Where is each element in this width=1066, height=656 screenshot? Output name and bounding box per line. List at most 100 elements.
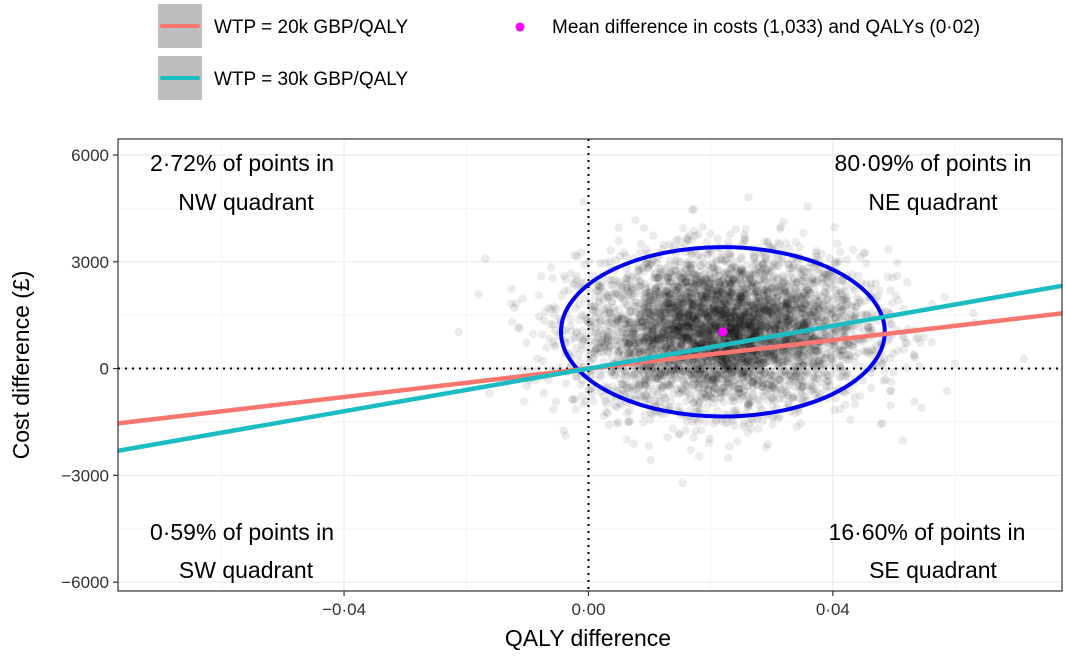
scatter-point — [649, 312, 659, 322]
scatter-point — [635, 318, 644, 327]
scatter-point — [886, 320, 895, 329]
scatter-point — [648, 296, 657, 305]
scatter-point — [596, 336, 605, 345]
scatter-point — [618, 380, 627, 389]
scatter-point — [743, 357, 752, 366]
scatter-point — [718, 356, 727, 365]
scatter-point — [859, 326, 869, 335]
scatter-point — [733, 319, 742, 329]
scatter-point — [593, 286, 603, 295]
scatter-point — [550, 340, 560, 349]
scatter-point — [736, 314, 745, 323]
scatter-point — [794, 368, 804, 377]
scatter-point — [795, 242, 804, 252]
scatter-point — [717, 369, 726, 378]
scatter-point — [653, 387, 662, 396]
scatter-point — [650, 308, 659, 317]
scatter-point — [833, 239, 842, 248]
scatter-point — [707, 295, 716, 304]
scatter-point — [789, 314, 799, 323]
scatter-point — [761, 352, 770, 361]
scatter-point — [689, 204, 699, 214]
scatter-point — [689, 314, 699, 323]
scatter-point — [629, 338, 639, 347]
scatter-point — [657, 375, 667, 384]
scatter-point — [699, 314, 709, 323]
scatter-point — [815, 300, 825, 310]
scatter-point — [733, 306, 742, 315]
scatter-point — [715, 279, 725, 288]
scatter-point — [790, 295, 800, 304]
scatter-point — [650, 270, 659, 279]
scatter-point — [629, 326, 638, 336]
scatter-point — [639, 335, 648, 345]
scatter-point — [755, 395, 764, 405]
scatter-point — [701, 334, 710, 343]
scatter-point — [759, 358, 768, 367]
scatter-point — [724, 275, 733, 284]
scatter-point — [603, 302, 612, 311]
scatter-point — [689, 287, 699, 296]
scatter-point — [695, 277, 705, 286]
scatter-point — [845, 340, 854, 349]
scatter-point — [723, 362, 732, 372]
scatter-point — [818, 267, 827, 276]
scatter-point — [799, 352, 808, 361]
scatter-point — [720, 363, 729, 372]
scatter-point — [729, 276, 738, 285]
scatter-point — [821, 315, 830, 324]
scatter-point — [762, 350, 771, 359]
scatter-point — [748, 283, 757, 292]
scatter-point — [714, 318, 723, 327]
scatter-point — [796, 344, 805, 354]
scatter-point — [690, 231, 700, 241]
scatter-point — [593, 332, 602, 342]
scatter-point — [684, 309, 693, 318]
scatter-point — [843, 292, 852, 302]
scatter-point — [648, 327, 657, 336]
scatter-point — [670, 261, 679, 271]
scatter-point — [794, 394, 803, 403]
scatter-point — [701, 309, 711, 318]
scatter-point — [663, 305, 672, 315]
scatter-point — [821, 353, 830, 363]
scatter-point — [798, 264, 807, 273]
scatter-point — [819, 303, 828, 312]
scatter-point — [561, 431, 570, 440]
scatter-point — [607, 352, 616, 362]
scatter-point — [710, 305, 720, 314]
scatter-point — [893, 258, 902, 267]
scatter-point — [658, 360, 668, 370]
scatter-point — [658, 328, 667, 337]
scatter-point — [668, 284, 678, 293]
scatter-point — [840, 287, 850, 296]
scatter-point — [481, 254, 490, 263]
scatter-point — [668, 338, 677, 347]
scatter-point — [801, 299, 810, 309]
scatter-point — [702, 291, 711, 300]
scatter-point — [566, 335, 576, 344]
scatter-point — [700, 338, 710, 347]
scatter-point — [773, 307, 782, 317]
scatter-point — [739, 360, 749, 370]
scatter-point — [748, 307, 757, 316]
scatter-point — [537, 272, 546, 281]
scatter-point — [772, 311, 781, 320]
scatter-point — [577, 340, 587, 349]
scatter-point — [761, 388, 770, 397]
scatter-point — [726, 306, 735, 315]
scatter-point — [821, 269, 830, 278]
scatter-point — [800, 367, 809, 376]
scatter-point — [691, 273, 700, 283]
scatter-point — [700, 304, 709, 313]
scatter-point — [701, 291, 710, 300]
scatter-point — [622, 409, 632, 418]
scatter-point — [710, 280, 720, 289]
scatter-point — [538, 330, 547, 339]
scatter-point — [722, 370, 732, 379]
scatter-point — [799, 392, 808, 401]
scatter-point — [813, 316, 822, 326]
scatter-point — [724, 366, 733, 375]
scatter-point — [631, 385, 640, 394]
scatter-point — [685, 297, 694, 306]
